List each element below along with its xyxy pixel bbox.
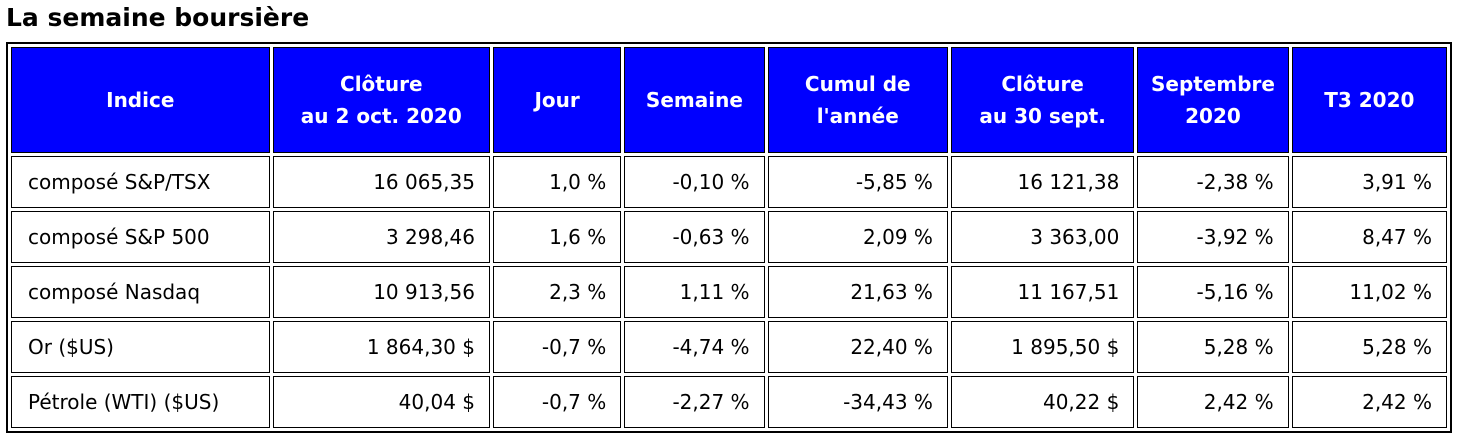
header-cumul-annee: Cumul de l'année	[767, 47, 948, 153]
market-table: Indice Clôture au 2 oct. 2020 Jour Semai…	[6, 42, 1452, 433]
header-indice: Indice	[11, 47, 270, 153]
index-name-cell: Or ($US)	[11, 321, 270, 373]
index-name-cell: composé Nasdaq	[11, 266, 270, 318]
day-change-cell: -0,7 %	[493, 321, 622, 373]
table-row: Or ($US) 1 864,30 $ -0,7 % -4,74 % 22,40…	[11, 321, 1447, 373]
day-change-cell: 1,0 %	[493, 156, 622, 208]
september-change-cell: 5,28 %	[1137, 321, 1289, 373]
index-name-cell: Pétrole (WTI) ($US)	[11, 376, 270, 428]
table-row: composé S&P 500 3 298,46 1,6 % -0,63 % 2…	[11, 211, 1447, 263]
close-sept30-cell: 11 167,51	[950, 266, 1135, 318]
header-row: Indice Clôture au 2 oct. 2020 Jour Semai…	[11, 47, 1447, 153]
day-change-cell: -0,7 %	[493, 376, 622, 428]
table-row: composé S&P/TSX 16 065,35 1,0 % -0,10 % …	[11, 156, 1447, 208]
index-name-cell: composé S&P 500	[11, 211, 270, 263]
close-oct2-cell: 3 298,46	[272, 211, 490, 263]
header-jour: Jour	[493, 47, 622, 153]
week-change-cell: -4,74 %	[624, 321, 765, 373]
page-title: La semaine boursière	[6, 3, 310, 32]
close-sept30-cell: 40,22 $	[950, 376, 1135, 428]
header-t3-2020: T3 2020	[1291, 47, 1447, 153]
header-septembre-2020: Septembre 2020	[1137, 47, 1289, 153]
september-change-cell: -3,92 %	[1137, 211, 1289, 263]
week-change-cell: -0,63 %	[624, 211, 765, 263]
q3-change-cell: 11,02 %	[1291, 266, 1447, 318]
close-oct2-cell: 16 065,35	[272, 156, 490, 208]
september-change-cell: 2,42 %	[1137, 376, 1289, 428]
q3-change-cell: 3,91 %	[1291, 156, 1447, 208]
ytd-change-cell: 22,40 %	[767, 321, 948, 373]
close-oct2-cell: 10 913,56	[272, 266, 490, 318]
week-change-cell: -0,10 %	[624, 156, 765, 208]
week-change-cell: 1,11 %	[624, 266, 765, 318]
q3-change-cell: 8,47 %	[1291, 211, 1447, 263]
close-sept30-cell: 3 363,00	[950, 211, 1135, 263]
close-sept30-cell: 1 895,50 $	[950, 321, 1135, 373]
day-change-cell: 1,6 %	[493, 211, 622, 263]
close-oct2-cell: 40,04 $	[272, 376, 490, 428]
q3-change-cell: 5,28 %	[1291, 321, 1447, 373]
market-table-container: Indice Clôture au 2 oct. 2020 Jour Semai…	[6, 42, 1452, 433]
week-change-cell: -2,27 %	[624, 376, 765, 428]
header-semaine: Semaine	[624, 47, 765, 153]
table-row: Pétrole (WTI) ($US) 40,04 $ -0,7 % -2,27…	[11, 376, 1447, 428]
close-oct2-cell: 1 864,30 $	[272, 321, 490, 373]
q3-change-cell: 2,42 %	[1291, 376, 1447, 428]
header-cloture-30-sept: Clôture au 30 sept.	[950, 47, 1135, 153]
table-row: composé Nasdaq 10 913,56 2,3 % 1,11 % 21…	[11, 266, 1447, 318]
index-name-cell: composé S&P/TSX	[11, 156, 270, 208]
day-change-cell: 2,3 %	[493, 266, 622, 318]
ytd-change-cell: 2,09 %	[767, 211, 948, 263]
ytd-change-cell: -34,43 %	[767, 376, 948, 428]
close-sept30-cell: 16 121,38	[950, 156, 1135, 208]
ytd-change-cell: -5,85 %	[767, 156, 948, 208]
september-change-cell: -2,38 %	[1137, 156, 1289, 208]
ytd-change-cell: 21,63 %	[767, 266, 948, 318]
header-cloture-2-oct: Clôture au 2 oct. 2020	[272, 47, 490, 153]
september-change-cell: -5,16 %	[1137, 266, 1289, 318]
